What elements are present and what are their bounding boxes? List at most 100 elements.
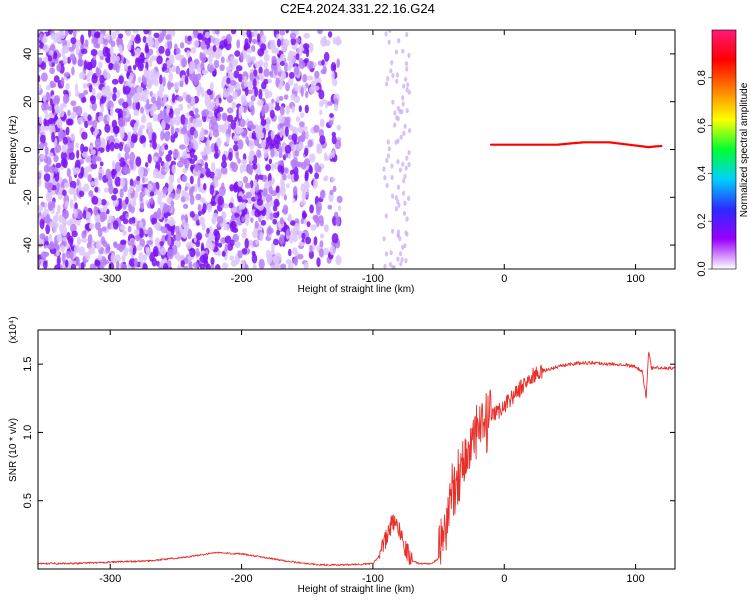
noise-speckle xyxy=(151,96,156,104)
noise-speckle xyxy=(39,116,43,125)
noise-speckle xyxy=(204,31,211,39)
noise-speckle xyxy=(89,144,94,151)
noise-speckle xyxy=(38,30,41,34)
noise-speckle xyxy=(88,69,93,76)
noise-speckle xyxy=(258,258,265,269)
noise-speckle xyxy=(390,174,394,181)
noise-speckle xyxy=(308,42,314,53)
noise-speckle xyxy=(332,37,338,45)
noise-speckle xyxy=(382,166,386,172)
noise-speckle xyxy=(274,105,281,111)
noise-speckle xyxy=(387,146,391,152)
noise-speckle xyxy=(48,117,55,125)
noise-speckle xyxy=(90,49,98,56)
snr-multiplier: (x10⁴) xyxy=(8,316,19,343)
noise-speckle xyxy=(241,248,248,255)
noise-speckle xyxy=(269,227,274,234)
noise-speckle xyxy=(114,176,122,187)
noise-speckle xyxy=(192,118,199,128)
y-tick-label: 40 xyxy=(22,48,34,60)
noise-speckle xyxy=(394,139,398,145)
noise-speckle xyxy=(262,175,268,180)
noise-speckle xyxy=(70,263,77,269)
noise-speckle xyxy=(127,225,132,233)
noise-speckle xyxy=(267,78,272,84)
noise-speckle xyxy=(126,141,131,147)
noise-speckle xyxy=(319,135,326,145)
noise-speckle xyxy=(132,180,136,188)
noise-speckle xyxy=(167,81,172,90)
noise-speckle xyxy=(316,143,323,155)
noise-speckle xyxy=(70,100,77,107)
noise-speckle xyxy=(403,173,407,180)
noise-speckle xyxy=(398,167,402,173)
noise-speckle xyxy=(87,114,92,122)
noise-speckle xyxy=(128,185,134,194)
noise-speckle xyxy=(199,131,205,142)
noise-speckle xyxy=(319,240,324,248)
noise-speckle xyxy=(265,203,271,213)
noise-speckle xyxy=(227,107,234,114)
colorbar-label: Normalized spectral amplitude xyxy=(739,82,750,217)
noise-speckle xyxy=(193,154,198,162)
noise-speckle xyxy=(279,185,286,197)
snr-y-label: SNR (10 * v/v) xyxy=(8,418,19,482)
noise-speckle xyxy=(218,242,223,248)
noise-speckle xyxy=(182,168,188,174)
noise-speckle xyxy=(134,93,140,103)
noise-speckle xyxy=(190,73,197,82)
noise-speckle xyxy=(231,207,237,213)
noise-speckle xyxy=(60,245,66,253)
y-tick-label: 1.0 xyxy=(22,425,34,440)
noise-speckle xyxy=(173,148,179,159)
noise-speckle xyxy=(164,162,169,169)
noise-speckle xyxy=(127,136,132,143)
noise-speckle xyxy=(40,153,45,160)
noise-speckle xyxy=(300,199,307,206)
noise-speckle xyxy=(404,165,408,171)
noise-speckle xyxy=(295,37,301,44)
noise-speckle xyxy=(179,144,186,150)
noise-speckle xyxy=(213,228,220,237)
noise-speckle xyxy=(404,61,409,67)
noise-speckle xyxy=(56,250,60,257)
noise-speckle xyxy=(133,109,140,116)
noise-speckle xyxy=(305,130,309,140)
noise-speckle xyxy=(270,130,275,140)
noise-speckle xyxy=(162,76,166,87)
noise-speckle xyxy=(178,54,183,61)
noise-speckle xyxy=(408,128,412,134)
noise-speckle xyxy=(136,58,143,64)
noise-speckle xyxy=(231,101,237,109)
noise-speckle xyxy=(394,49,399,55)
noise-speckle xyxy=(401,101,405,107)
noise-speckle xyxy=(235,151,239,160)
noise-speckle xyxy=(230,30,237,35)
noise-speckle xyxy=(56,255,61,266)
noise-speckle xyxy=(142,254,148,261)
noise-speckle xyxy=(201,87,205,98)
noise-speckle xyxy=(99,74,105,84)
noise-speckle xyxy=(331,233,339,244)
noise-speckle xyxy=(201,208,205,215)
noise-speckle xyxy=(298,61,306,70)
noise-speckle xyxy=(306,75,314,81)
x-tick-label: 100 xyxy=(626,273,644,285)
noise-speckle xyxy=(107,89,112,100)
noise-speckle xyxy=(250,95,256,102)
noise-speckle xyxy=(127,65,132,72)
noise-speckle xyxy=(405,31,409,38)
noise-speckle xyxy=(64,46,70,54)
noise-speckle xyxy=(254,86,259,98)
noise-speckle xyxy=(81,96,87,103)
noise-speckle xyxy=(265,90,273,98)
noise-speckle xyxy=(385,182,389,189)
noise-speckle xyxy=(289,220,296,226)
noise-speckle xyxy=(54,113,58,122)
noise-speckle xyxy=(336,195,343,204)
noise-speckle xyxy=(134,233,141,242)
noise-speckle xyxy=(97,49,104,57)
noise-speckle xyxy=(300,218,304,224)
noise-speckle xyxy=(166,59,174,67)
noise-speckle xyxy=(90,126,95,133)
